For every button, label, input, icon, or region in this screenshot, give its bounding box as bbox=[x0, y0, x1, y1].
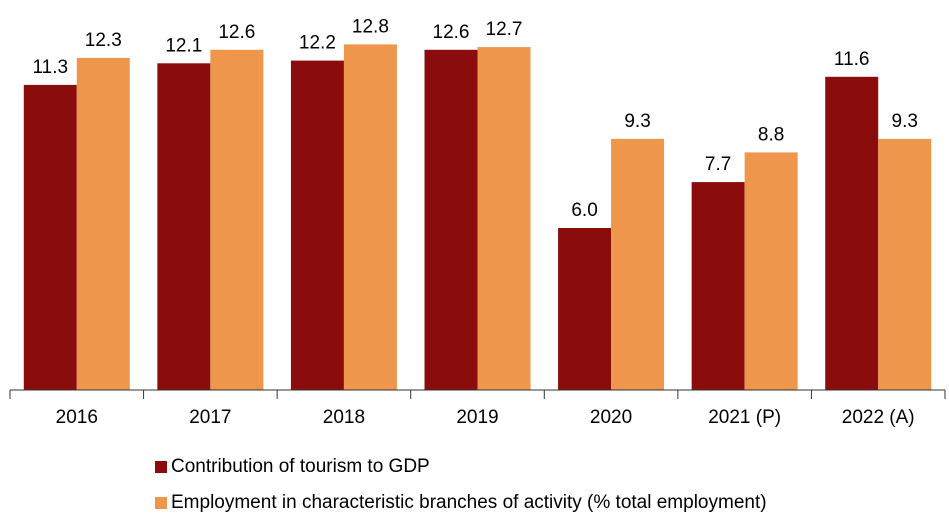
bar-gdp-0 bbox=[23, 84, 77, 391]
legend-swatch-employment bbox=[155, 497, 167, 509]
bar-gdp-4 bbox=[558, 228, 612, 390]
bar-gdp-6 bbox=[825, 76, 879, 391]
data-label-employment-2: 12.8 bbox=[352, 16, 389, 37]
x-tick-label-4: 2020 bbox=[590, 407, 632, 428]
data-label-gdp-0: 11.3 bbox=[32, 57, 68, 78]
bar-gdp-3 bbox=[424, 49, 478, 391]
data-label-employment-0: 12.3 bbox=[85, 30, 122, 51]
data-labels-layer: 11.3 12.3 12.1 12.6 12.2 12.8 12.6 12.7 6.0 9.3 7.… bbox=[32, 16, 917, 221]
bar-employment-5 bbox=[744, 152, 798, 390]
legend-item-gdp: Contribution of tourism to GDP bbox=[155, 456, 430, 478]
data-label-employment-3: 12.7 bbox=[486, 19, 523, 40]
legend-swatch-gdp bbox=[155, 461, 167, 473]
data-label-gdp-2: 12.2 bbox=[299, 33, 336, 54]
bar-gdp-5 bbox=[691, 182, 745, 390]
bar-employment-6 bbox=[878, 138, 932, 390]
legend-label-gdp: Contribution of tourism to GDP bbox=[171, 456, 430, 477]
data-label-gdp-6: 11.6 bbox=[834, 49, 870, 70]
x-tick-label-0: 2016 bbox=[56, 407, 98, 428]
data-label-employment-5: 8.8 bbox=[758, 124, 784, 145]
x-tick-label-2: 2018 bbox=[323, 407, 365, 428]
bars-layer bbox=[23, 44, 932, 391]
data-label-employment-6: 9.3 bbox=[892, 111, 918, 132]
bar-gdp-1 bbox=[157, 63, 211, 391]
x-tick-label-1: 2017 bbox=[189, 407, 231, 428]
bar-employment-0 bbox=[76, 57, 130, 391]
data-label-gdp-3: 12.6 bbox=[433, 22, 470, 43]
legend-item-employment: Employment in characteristic branches of… bbox=[155, 492, 767, 514]
data-label-gdp-4: 6.0 bbox=[571, 200, 597, 221]
x-tick-label-5: 2021 (P) bbox=[708, 407, 781, 428]
legend-label-employment: Employment in characteristic branches of… bbox=[171, 492, 767, 513]
x-axis: 2016 2017 2018 2019 2020 2021 (P) 2022 (A) bbox=[9, 389, 946, 428]
bar-employment-2 bbox=[343, 44, 397, 391]
x-tick-label-3: 2019 bbox=[456, 407, 498, 428]
bar-employment-1 bbox=[210, 49, 264, 391]
x-tick-label-6: 2022 (A) bbox=[842, 407, 915, 428]
bar-employment-4 bbox=[611, 138, 665, 390]
data-label-employment-1: 12.6 bbox=[218, 22, 255, 43]
bar-gdp-2 bbox=[290, 60, 344, 390]
data-label-gdp-1: 12.1 bbox=[165, 35, 202, 56]
data-label-employment-4: 9.3 bbox=[624, 111, 650, 132]
data-label-gdp-5: 7.7 bbox=[705, 154, 731, 175]
bar-employment-3 bbox=[477, 47, 531, 390]
